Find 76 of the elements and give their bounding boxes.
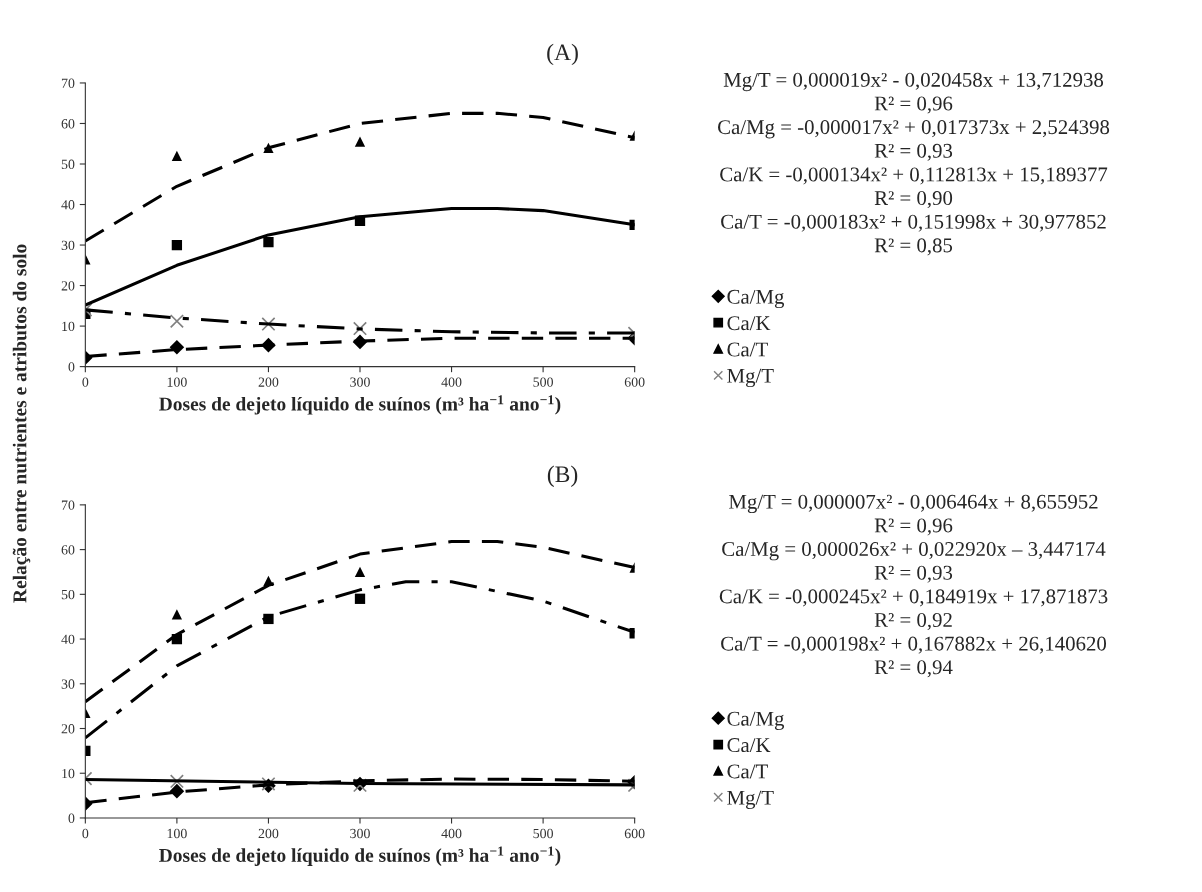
- y-tick-label: 70: [61, 500, 75, 510]
- x-tick-label: 200: [258, 828, 279, 839]
- point: [354, 566, 366, 578]
- chart-title: (B): [547, 465, 578, 488]
- x-tick-label: 200: [258, 377, 279, 387]
- x-tick-label: 300: [350, 828, 370, 839]
- text: Mg/T = 0,000019x² - 0,020458x + 13,712938: [723, 72, 1104, 92]
- point: [169, 314, 184, 329]
- point: [169, 783, 185, 799]
- y-tick-label: 0: [68, 362, 75, 372]
- text: R² = 0,93: [874, 143, 953, 161]
- y-tick-label: 10: [62, 768, 75, 779]
- x-tick-label: 600: [624, 828, 645, 839]
- y-tick-label: 50: [61, 159, 75, 169]
- y-axis-title: Relação entre nutrientes e atributos do solo: [12, 244, 31, 603]
- y-tick-label: 70: [61, 78, 75, 88]
- line-series: [85, 540, 635, 704]
- line-series: [85, 111, 635, 243]
- text: R² = 0,94: [874, 660, 953, 678]
- y-tick-label: 30: [61, 679, 75, 689]
- x-tick-label: 100: [167, 377, 187, 387]
- legend-label: Ca/K: [727, 316, 771, 331]
- x-tick-label: 300: [350, 377, 370, 387]
- text: Ca/T = -0,000183x² + 0,151998x + 30,977852: [721, 214, 1106, 232]
- line-series: [85, 580, 635, 740]
- legend-label: Ca/T: [727, 342, 768, 357]
- text: R² = 0,96: [874, 96, 953, 114]
- text: Ca/Mg = -0,000017x² + 0,017373x + 2,524398: [718, 120, 1110, 139]
- x-tick-label: 600: [624, 377, 645, 387]
- text: R² = 0,90: [874, 191, 953, 209]
- text: R² = 0,92: [874, 612, 952, 631]
- y-tick-label: 40: [61, 200, 75, 210]
- y-tick-label: 30: [61, 240, 75, 250]
- point: [169, 339, 185, 355]
- x-tick-label: 500: [533, 828, 553, 839]
- legend-label: Ca/T: [727, 764, 768, 779]
- legend-label: Mg/T: [727, 790, 774, 810]
- point: [354, 136, 366, 147]
- text: R² = 0,93: [874, 565, 953, 583]
- legend-label: Ca/Mg: [727, 711, 785, 731]
- y-tick-label: 20: [61, 281, 75, 291]
- y-tick-label: 20: [61, 724, 75, 734]
- text: Ca/K = -0,000245x² + 0,184919x + 17,871873: [719, 589, 1108, 607]
- y-tick-label: 60: [61, 119, 75, 129]
- x-tick-label: 0: [82, 377, 89, 387]
- point: [352, 321, 368, 336]
- x-tick-label: 100: [167, 828, 187, 839]
- x-axis-title: Doses de dejeto líquido de suínos (m³ ha$^{−1}$ ano$^{−1}$): [159, 395, 561, 415]
- text: Ca/K = -0,000134x² + 0,112813x + 15,189377: [720, 167, 1108, 185]
- point: [261, 317, 276, 332]
- point: [263, 237, 274, 248]
- x-axis-title: Doses de dejeto líquido de suínos (m³ ha$^{−1}$ ano$^{−1}$): [159, 846, 561, 866]
- x-tick-label: 400: [441, 377, 462, 387]
- text: Mg/T = 0,000007x² - 0,006464x + 8,655952: [729, 494, 1098, 514]
- legend-label: Ca/Mg: [727, 289, 785, 309]
- chart-title: (A): [547, 43, 578, 66]
- point: [171, 150, 183, 162]
- text: R² = 0,85: [874, 238, 953, 256]
- legend-label: Mg/T: [727, 368, 774, 388]
- legend-label: Ca/K: [727, 738, 771, 753]
- text: R² = 0,96: [874, 518, 953, 536]
- point: [171, 239, 183, 251]
- x-tick-label: 400: [441, 828, 462, 839]
- x-tick-label: 500: [533, 377, 553, 387]
- y-tick-label: 60: [61, 545, 75, 555]
- point: [354, 593, 366, 604]
- y-tick-label: 40: [61, 634, 75, 645]
- x-tick-label: 0: [82, 828, 89, 839]
- line-series: [85, 207, 635, 307]
- y-tick-label: 50: [61, 589, 75, 600]
- y-tick-label: 0: [68, 813, 75, 823]
- text: Ca/Mg = 0,000026x² + 0,022920x – 3,447174: [722, 541, 1106, 561]
- point: [171, 609, 183, 620]
- y-tick-label: 10: [62, 321, 75, 332]
- point: [169, 774, 184, 789]
- text: Ca/T = -0,000198x² + 0,167882x + 26,140620: [721, 636, 1107, 654]
